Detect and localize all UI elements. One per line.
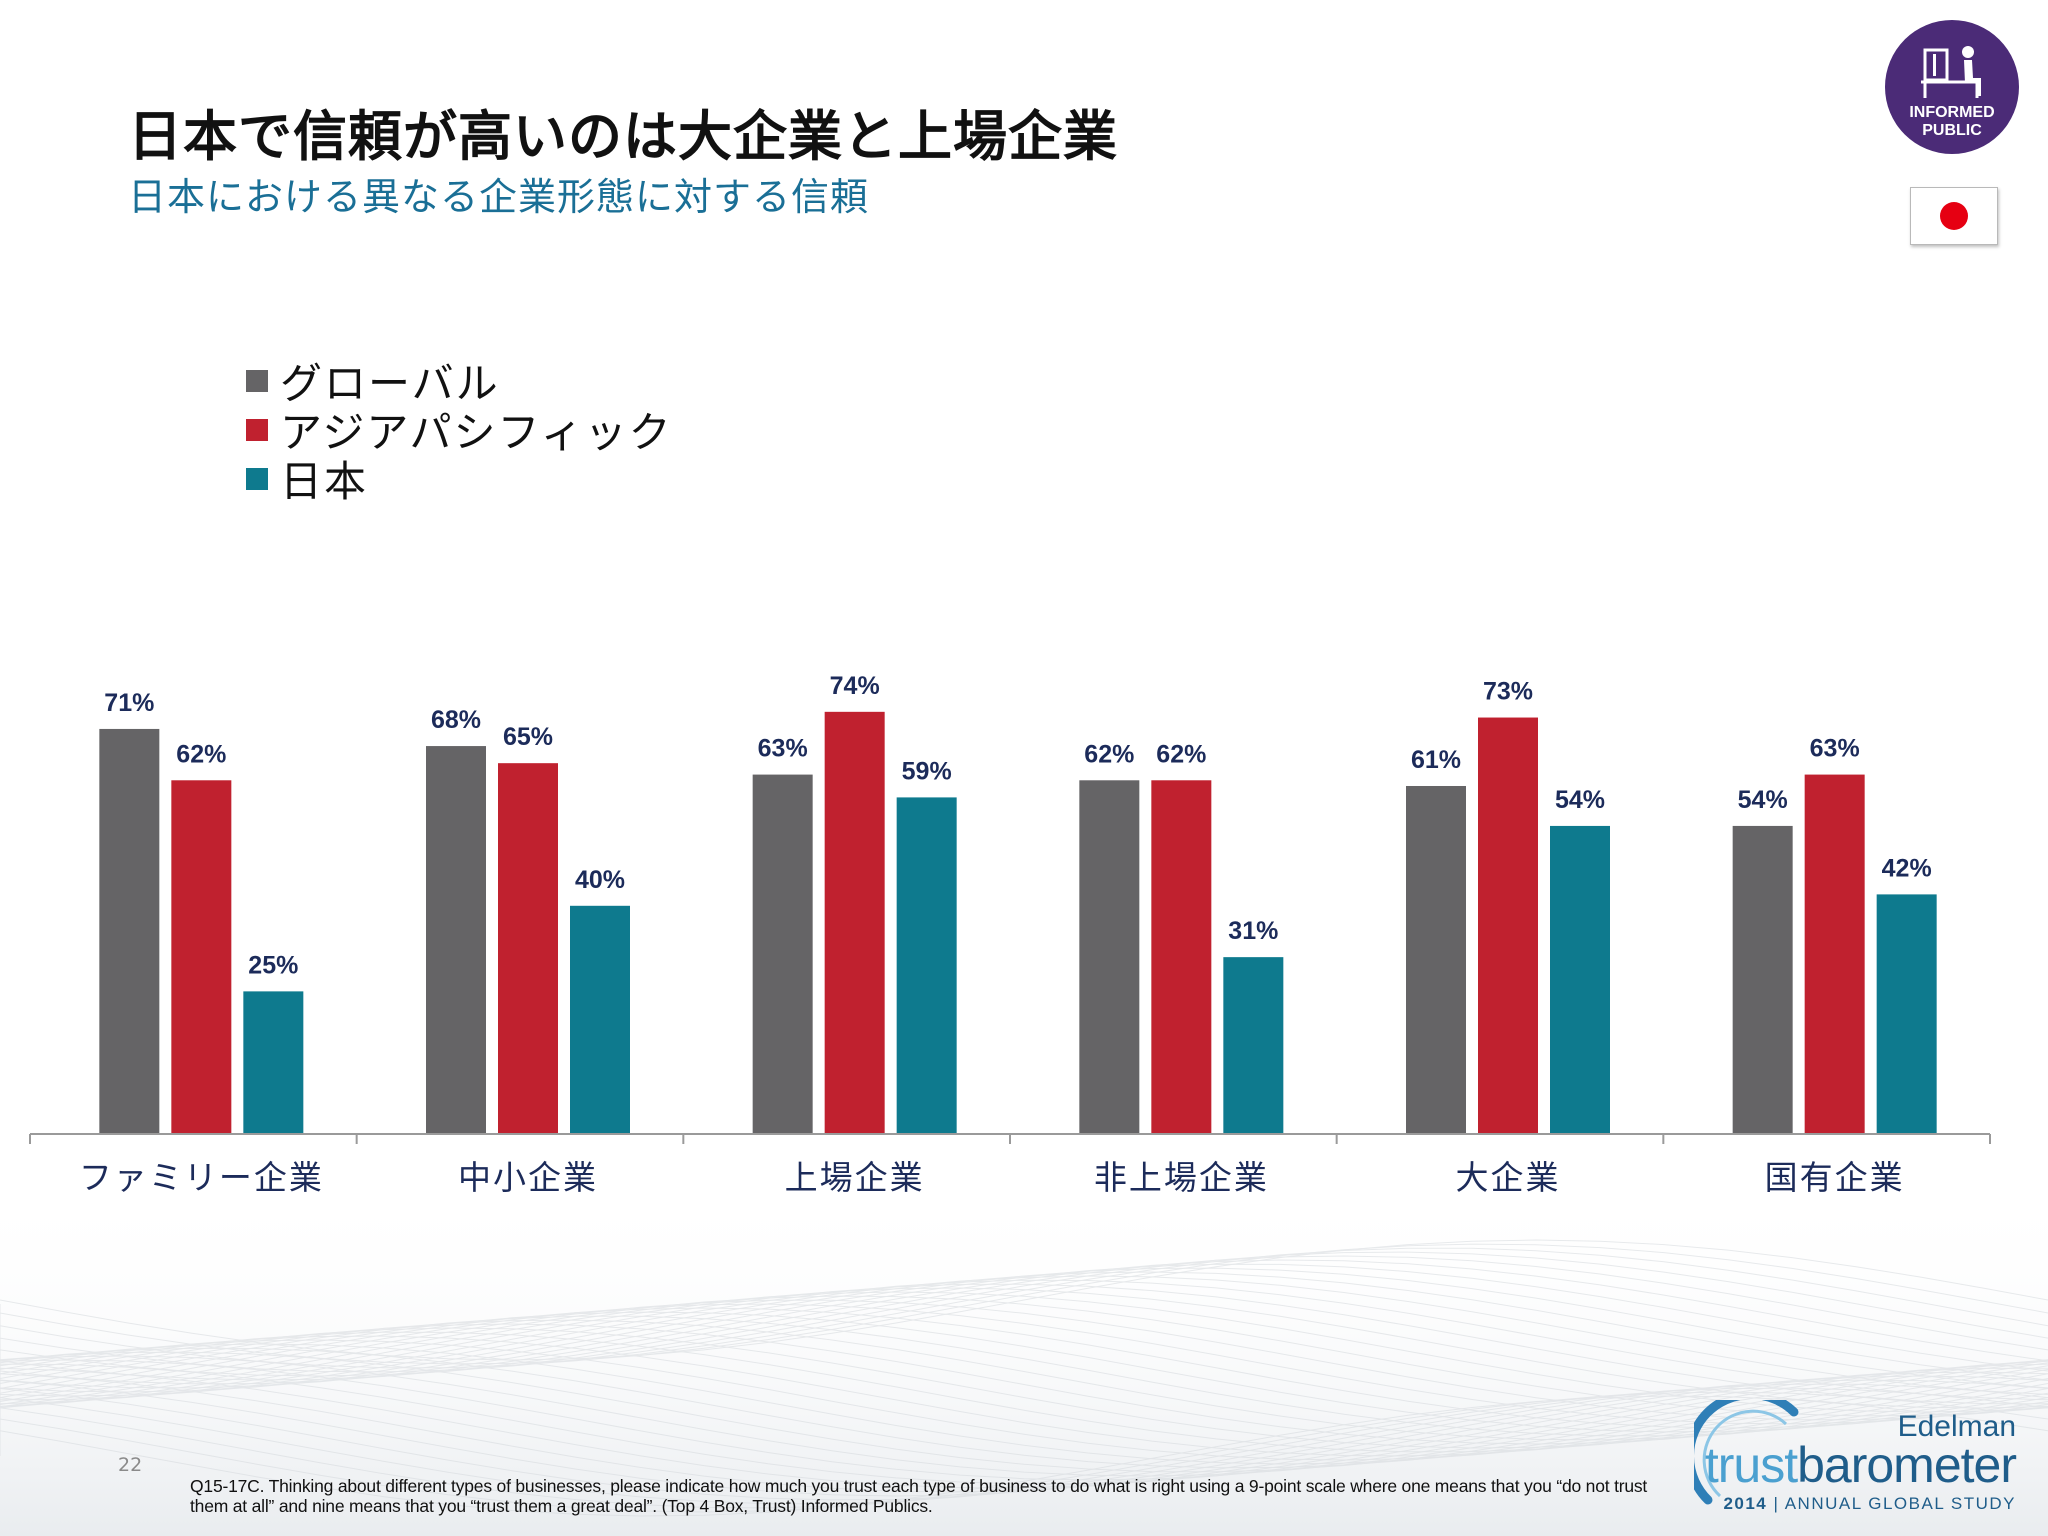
bar-0-4 xyxy=(1406,785,1466,1134)
data-label-2-4: 54% xyxy=(1555,786,1605,814)
legend-item-global: グローバル xyxy=(246,356,673,408)
bar-2-2 xyxy=(896,797,957,1134)
legend-label-global: グローバル xyxy=(280,359,500,408)
legend-swatch-asia-pacific xyxy=(246,418,268,441)
edelman-trust-barometer-logo: Edelman trustbarometer 2014 | ANNUAL GLO… xyxy=(1694,1400,2024,1513)
wave-line xyxy=(0,1283,2048,1405)
data-label-0-4: 61% xyxy=(1411,746,1461,774)
category-label-4: 大企業 xyxy=(1456,1158,1561,1197)
data-label-2-0: 25% xyxy=(248,951,298,979)
flag-disc xyxy=(1940,202,1968,230)
legend-swatch-japan xyxy=(246,467,268,490)
category-label-0: ファミリー企業 xyxy=(79,1158,324,1197)
logo-brand: Edelman xyxy=(1897,1410,2016,1443)
bar-0-1 xyxy=(426,746,486,1134)
wave-line xyxy=(0,1355,2048,1477)
data-label-1-4: 73% xyxy=(1483,678,1533,706)
category-label-2: 上場企業 xyxy=(785,1158,925,1197)
wave-line xyxy=(0,1271,2048,1393)
wave-line xyxy=(0,1279,2048,1401)
wave-line xyxy=(0,1299,2048,1421)
data-label-1-5: 63% xyxy=(1810,735,1860,763)
bar-2-0 xyxy=(243,991,304,1134)
page-number: 22 xyxy=(118,1454,143,1476)
page-title: 日本で信頼が高いのは大企業と上場企業 xyxy=(128,105,1118,168)
data-label-0-5: 54% xyxy=(1738,786,1788,814)
bar-1-3 xyxy=(1151,780,1212,1134)
wave-line xyxy=(0,1247,2048,1369)
logo-year: 2014 xyxy=(1723,1494,1768,1513)
data-label-2-2: 59% xyxy=(902,757,952,785)
logo-name-part2: barometer xyxy=(1797,1437,2017,1493)
bar-0-0 xyxy=(99,728,160,1134)
chart-legend: グローバル アジアパシフィック 日本 xyxy=(246,356,673,506)
logo-tagline: 2014 | ANNUAL GLOBAL STUDY xyxy=(1723,1494,2016,1513)
wave-line xyxy=(0,1383,2048,1505)
badge-line-1: INFORMED xyxy=(1909,104,1995,121)
wave-line xyxy=(0,1295,2048,1417)
bar-1-2 xyxy=(824,711,885,1134)
bar-1-1 xyxy=(498,763,558,1134)
bar-0-2 xyxy=(752,774,813,1134)
wave-line xyxy=(0,1347,2048,1469)
badge-line-2: PUBLIC xyxy=(1922,122,1982,139)
person-at-desk-icon xyxy=(1921,46,1981,98)
category-label-5: 国有企業 xyxy=(1765,1158,1905,1197)
legend-swatch-global xyxy=(246,369,268,392)
data-label-2-3: 31% xyxy=(1228,917,1278,945)
bar-2-3 xyxy=(1223,957,1284,1134)
wave-line xyxy=(0,1387,2048,1509)
logo-tagline-text: ANNUAL GLOBAL STUDY xyxy=(1784,1494,2016,1513)
data-label-1-3: 62% xyxy=(1156,740,1206,768)
legend-item-asia-pacific: アジアパシフィック xyxy=(246,405,673,457)
wave-line xyxy=(0,1351,2048,1473)
data-label-0-3: 62% xyxy=(1084,740,1134,768)
wave-line xyxy=(0,1363,2048,1485)
data-label-2-1: 40% xyxy=(575,866,625,894)
logo-arc-icon xyxy=(1694,1400,1799,1505)
data-label-1-1: 65% xyxy=(503,723,553,751)
wave-line xyxy=(0,1391,2048,1513)
wave-line xyxy=(0,1255,2048,1377)
category-label-1: 中小企業 xyxy=(458,1158,598,1197)
legend-label-asia-pacific: アジアパシフィック xyxy=(280,408,673,457)
legend-item-japan: 日本 xyxy=(246,454,673,506)
page-subtitle: 日本における異なる企業形態に対する信頼 xyxy=(128,175,870,219)
bar-1-0 xyxy=(171,780,232,1134)
informed-public-badge: INFORMED PUBLIC xyxy=(1885,20,2019,154)
footnote: Q15-17C. Thinking about different types … xyxy=(190,1476,1648,1516)
data-label-2-5: 42% xyxy=(1882,854,1932,882)
wave-line xyxy=(0,1367,2048,1489)
bar-1-5 xyxy=(1804,774,1865,1134)
wave-line xyxy=(0,1287,2048,1409)
wave-line xyxy=(0,1291,2048,1413)
wave-line xyxy=(0,1359,2048,1481)
bar-1-4 xyxy=(1478,717,1538,1134)
bar-2-5 xyxy=(1876,894,1937,1134)
japan-flag-icon xyxy=(1910,187,1998,245)
data-label-0-1: 68% xyxy=(431,706,481,734)
logo-name-part1: trust xyxy=(1704,1437,1798,1493)
legend-label-japan: 日本 xyxy=(280,457,369,506)
bar-2-4 xyxy=(1550,825,1610,1134)
logo-name: trustbarometer xyxy=(1704,1437,2017,1493)
data-label-0-0: 71% xyxy=(104,689,154,717)
bar-0-3 xyxy=(1079,780,1140,1134)
data-label-0-2: 63% xyxy=(758,735,808,763)
category-label-3: 非上場企業 xyxy=(1094,1158,1269,1197)
data-label-1-0: 62% xyxy=(176,740,226,768)
bar-0-5 xyxy=(1732,825,1793,1134)
wave-line xyxy=(0,1395,2048,1517)
wave-line xyxy=(0,1239,2048,1361)
data-label-1-2: 74% xyxy=(830,672,880,700)
bar-2-1 xyxy=(570,905,630,1134)
